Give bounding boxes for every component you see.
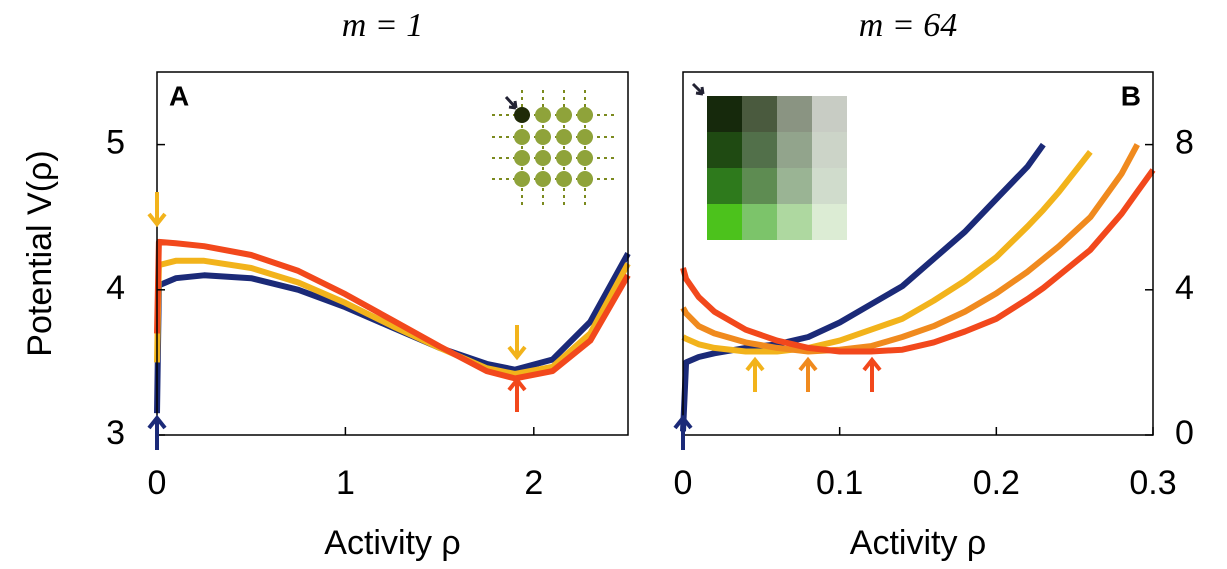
x-tick-label: 2 bbox=[524, 464, 543, 502]
y-tick-label: 4 bbox=[1175, 269, 1194, 307]
x-axis-label: Activity ρ bbox=[324, 524, 460, 562]
curve bbox=[680, 143, 1140, 355]
x-tick-label: 0.2 bbox=[973, 464, 1020, 502]
lattice-inset bbox=[492, 90, 615, 205]
lattice-nodes bbox=[514, 107, 593, 187]
curve bbox=[154, 252, 631, 414]
x-tick-label: 0.1 bbox=[816, 464, 863, 502]
panel-title: m = 64 bbox=[859, 7, 958, 44]
y-tick-label: 3 bbox=[106, 414, 125, 452]
curve bbox=[680, 168, 1156, 355]
inset-arrow bbox=[504, 95, 518, 110]
x-axis-label: Activity ρ bbox=[850, 524, 986, 562]
matrix-inset bbox=[707, 96, 847, 240]
x-tick-label: 0 bbox=[148, 464, 167, 502]
x-tick-label: 0 bbox=[674, 464, 693, 502]
curve bbox=[154, 257, 631, 377]
panel-label: B bbox=[1121, 80, 1141, 111]
panel-title: m = 1 bbox=[342, 7, 424, 44]
curve bbox=[680, 142, 1046, 432]
y-tick-label: 5 bbox=[106, 124, 125, 162]
inset-arrow bbox=[691, 82, 705, 96]
panel-label: A bbox=[169, 80, 189, 111]
arrows bbox=[147, 192, 882, 450]
x-tick-label: 1 bbox=[336, 464, 355, 502]
y-tick-label: 0 bbox=[1175, 414, 1194, 452]
x-tick-label: 0.3 bbox=[1129, 464, 1176, 502]
y-tick-label: 4 bbox=[106, 269, 125, 307]
plots: 0 1 2 3 4 5 m = 1 A Activity ρ Potential V(ρ) 0 0.1… bbox=[21, 7, 1194, 562]
plot-frame bbox=[682, 71, 1154, 436]
curve bbox=[681, 150, 1093, 355]
curve bbox=[154, 238, 631, 382]
y-tick-label: 8 bbox=[1175, 124, 1194, 162]
plot-frame bbox=[156, 71, 629, 436]
y-axis-label: Potential V(ρ) bbox=[21, 150, 59, 356]
